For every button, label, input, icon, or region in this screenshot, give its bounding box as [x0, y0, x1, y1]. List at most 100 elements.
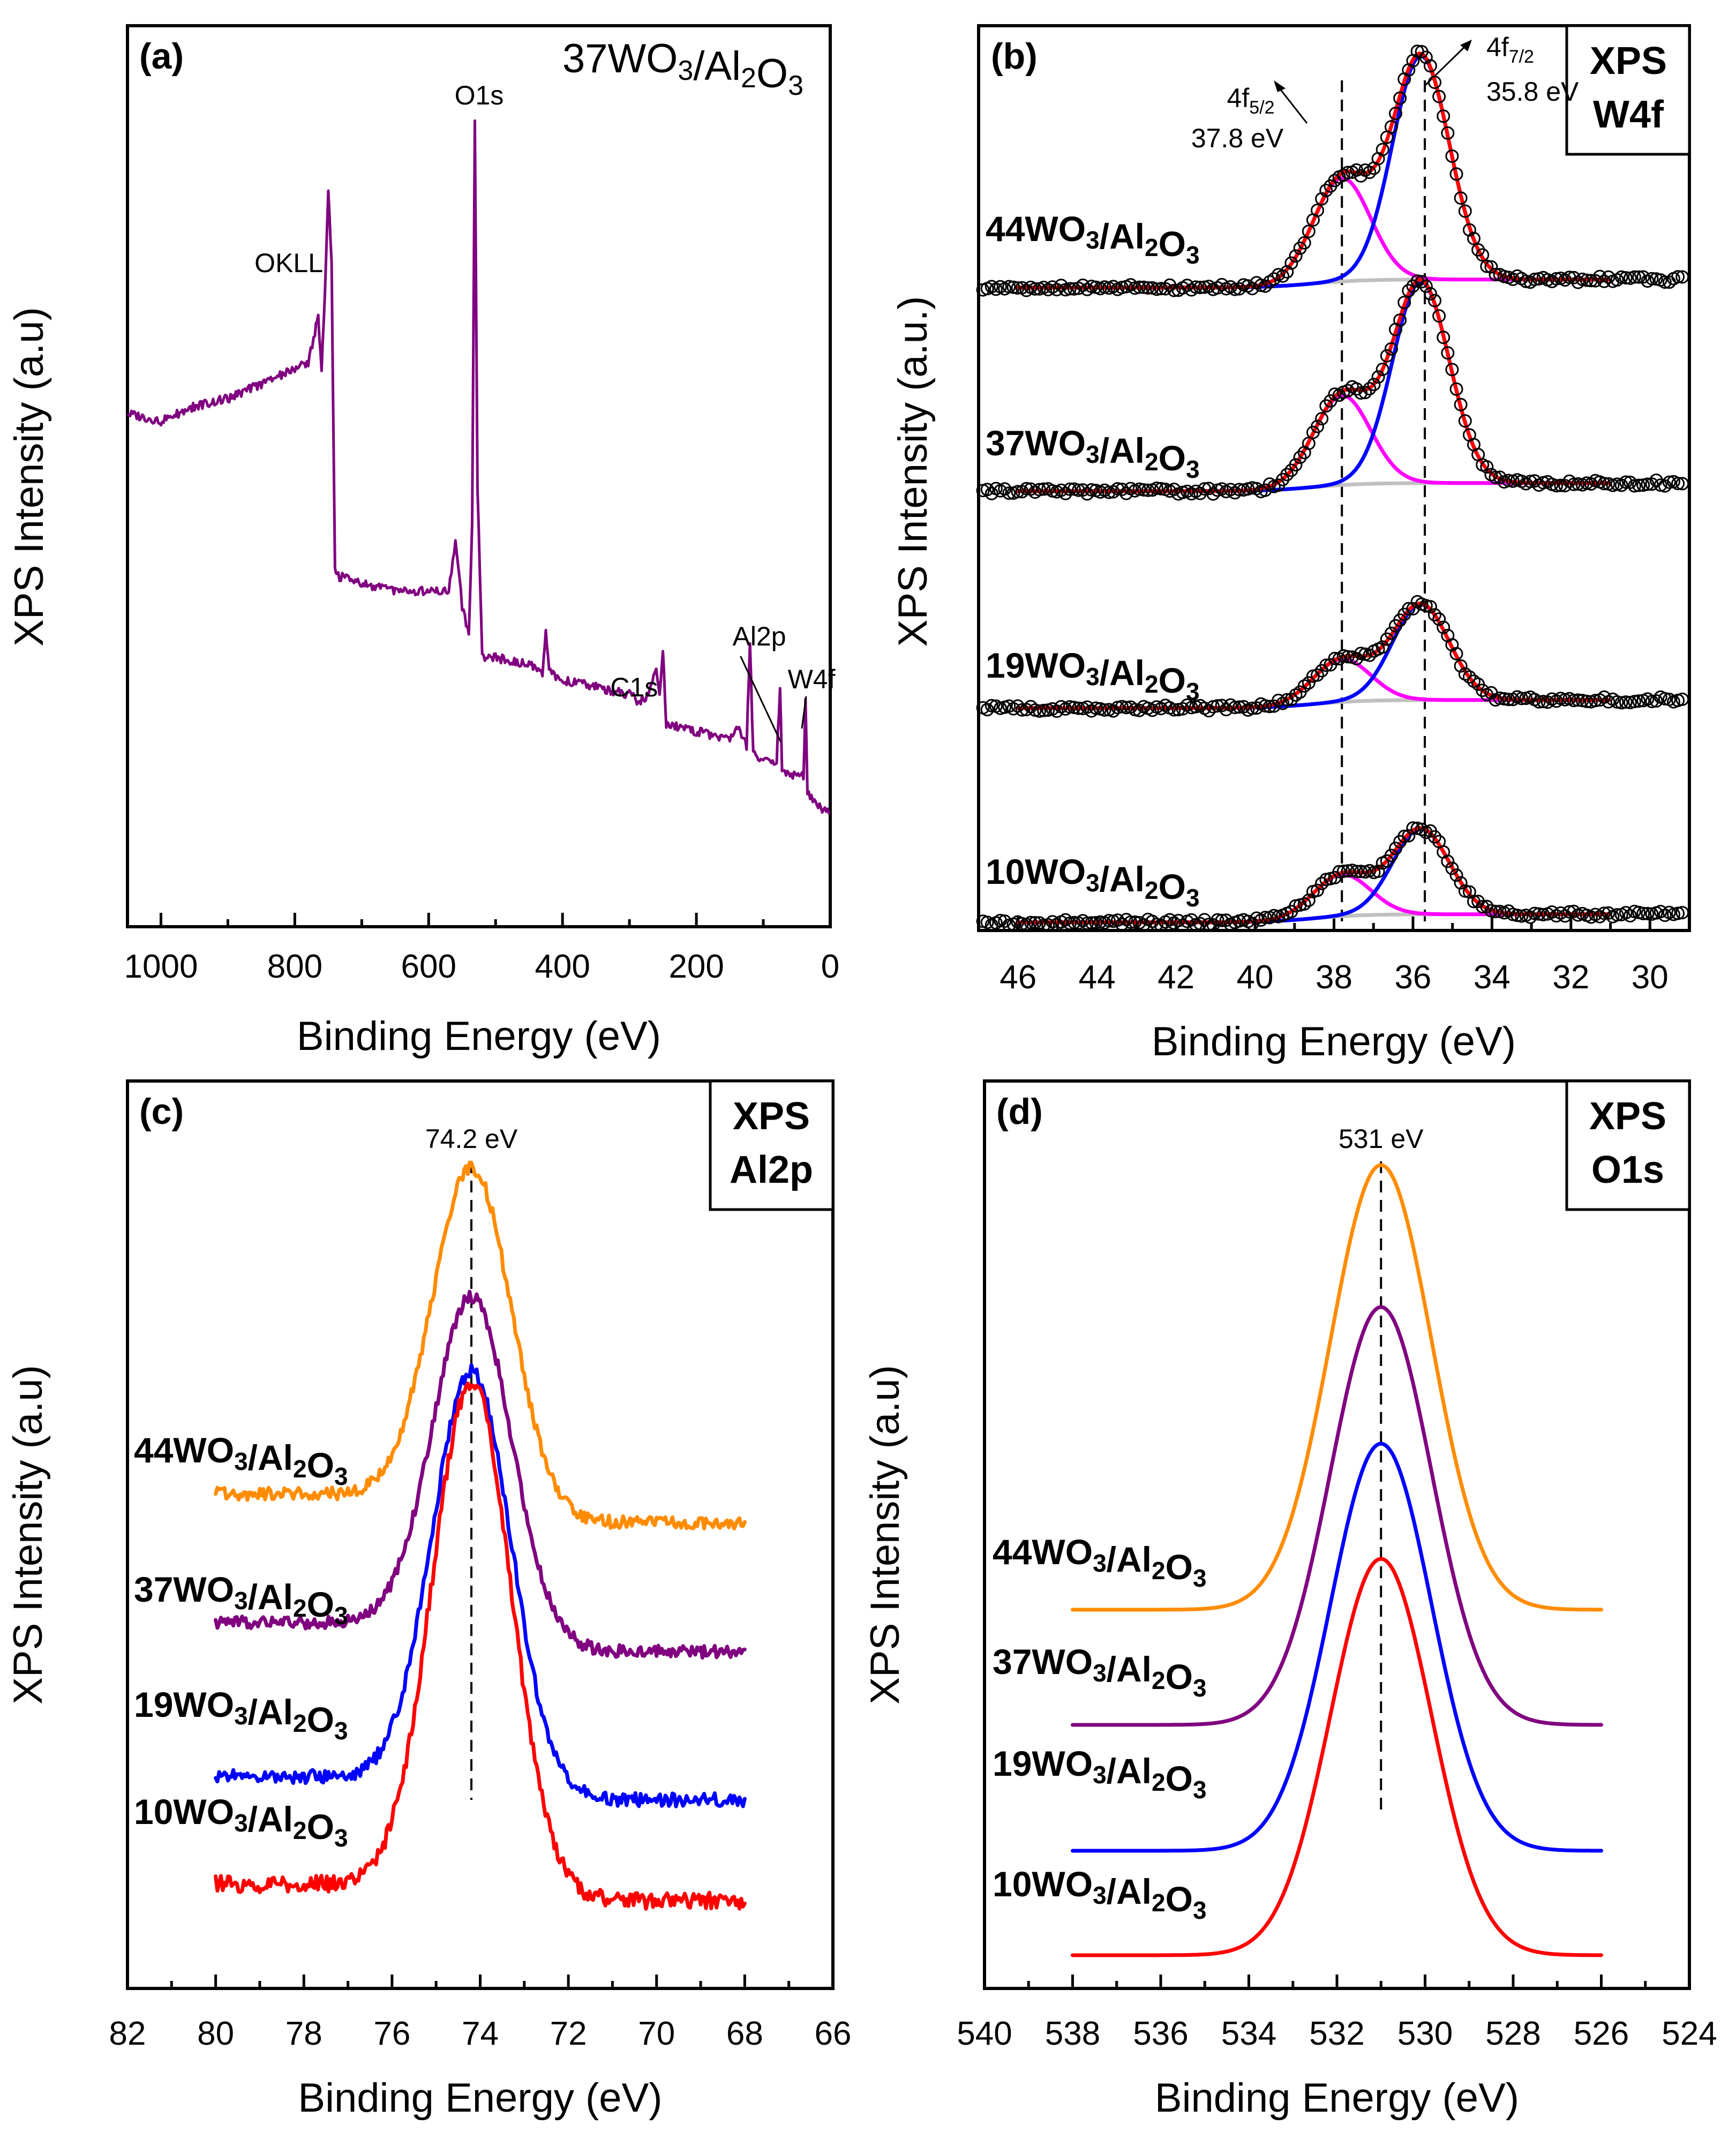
- w4f-data-point: [1454, 876, 1468, 890]
- w4f-data-point: [1011, 281, 1025, 295]
- w4f-data-point: [1228, 486, 1242, 500]
- panel-a-xlabel: Binding Energy (eV): [297, 1014, 661, 1059]
- w4f-data-point: [1311, 883, 1324, 897]
- w4f-data-point: [1180, 279, 1194, 292]
- w4f-data-point: [1658, 275, 1672, 289]
- w4f-data-point: [1163, 913, 1177, 927]
- w4f-data-point: [1437, 620, 1451, 634]
- annotation-4f72-arrow: [1424, 43, 1469, 87]
- w4f-data-point: [980, 703, 994, 717]
- panel-d-spectrum-line: [1071, 1557, 1603, 1957]
- w4f-data-point: [985, 699, 998, 712]
- panel-a-frame: [126, 24, 832, 928]
- w4f-data-point: [1171, 914, 1185, 927]
- w4f-data-point: [1558, 479, 1572, 493]
- w4f-data-point: [1536, 908, 1550, 921]
- w4f-data-point: [1645, 272, 1659, 286]
- panel-a-tick-label: 1000: [124, 948, 198, 985]
- panel-d-tick-label: 534: [1221, 2015, 1276, 2052]
- w4f-data-point: [1015, 703, 1029, 717]
- w4f-data-point: [1632, 478, 1646, 492]
- w4f-data-point: [1675, 270, 1689, 284]
- w4f-data-point: [1462, 223, 1476, 237]
- w4f-data-point: [1393, 91, 1407, 105]
- w4f-data-point: [1614, 696, 1628, 710]
- w4f-data-point: [1449, 647, 1463, 660]
- w4f-data-point: [1119, 701, 1133, 715]
- w4f-data-point: [1311, 204, 1324, 217]
- w4f-data-point: [1124, 278, 1138, 292]
- panel-b-box-line1: XPS: [1590, 40, 1667, 82]
- w4f-data-point: [1506, 272, 1520, 286]
- w4f-data-point: [1550, 479, 1564, 493]
- w4f-data-point: [1489, 267, 1502, 281]
- w4f-data-point: [1402, 829, 1416, 843]
- w4f-data-point: [1671, 270, 1685, 284]
- w4f-data-point: [1284, 256, 1298, 270]
- w4f-data-point: [1671, 906, 1685, 920]
- w4f-data-point: [1562, 905, 1576, 919]
- w4f-data-point: [1623, 475, 1637, 489]
- w4f-data-point: [1050, 283, 1064, 297]
- panel-d-tick-label: 530: [1397, 2015, 1453, 2052]
- w4f-data-point: [1237, 700, 1251, 714]
- w4f-data-point: [1662, 475, 1676, 489]
- w4f-data-point: [1341, 650, 1355, 664]
- w4f-data-point: [1258, 911, 1272, 925]
- w4f-data-point: [1085, 916, 1099, 930]
- panel-a-tick-label: 600: [401, 948, 456, 985]
- w4f-data-point: [1445, 149, 1459, 163]
- panel-d-sample-label: 19WO3/Al2O3: [993, 1744, 1207, 1804]
- annotation-4f52-label: 4f5/2: [1227, 83, 1275, 118]
- panel-c-sample-label: 19WO3/Al2O3: [134, 1685, 348, 1745]
- sample-label-37wo3-al2o3: 37WO3/Al2O3: [986, 423, 1200, 483]
- w4f-data-point: [1632, 270, 1646, 284]
- w4f-data-point: [1649, 694, 1663, 708]
- panel-d-box-line1: XPS: [1589, 1095, 1666, 1138]
- w4f-data-point: [1063, 482, 1077, 496]
- w4f-data-point: [1124, 915, 1138, 929]
- w4f-data-point: [1132, 703, 1146, 717]
- w4f-data-point: [1389, 842, 1402, 855]
- w4f-data-point: [1580, 694, 1594, 708]
- w4f-data-point: [1063, 282, 1077, 296]
- panel-b-tick-label: 34: [1474, 959, 1510, 996]
- w4f-data-point: [1054, 279, 1068, 292]
- panel-d-sample-label: 10WO3/Al2O3: [993, 1864, 1207, 1924]
- w4f-data-point: [1489, 905, 1502, 919]
- w4f-data-point: [1441, 346, 1455, 360]
- w4f-data-point: [1276, 269, 1290, 283]
- panel-a-title: 37WO3/Al2O3: [562, 36, 803, 101]
- panel-d-tick-label: 524: [1662, 2015, 1717, 2052]
- w4f-data-point: [1258, 699, 1272, 713]
- w4f-data-point: [1384, 120, 1398, 134]
- peak-label-w4f: W4f: [788, 664, 836, 694]
- w4f-data-point: [1211, 913, 1224, 927]
- w4f-data-point: [1093, 915, 1107, 929]
- w4f-data-point: [1476, 684, 1490, 697]
- w4f-data-point: [1276, 696, 1290, 710]
- peak-label-okll: OKLL: [254, 248, 323, 278]
- w4f-data-point: [1289, 249, 1303, 263]
- w4f-data-point: [1115, 483, 1129, 496]
- w4f-data-point: [1376, 640, 1389, 654]
- w4f-data-point: [1562, 474, 1576, 488]
- panel-b-box-line2: W4f: [1593, 93, 1664, 136]
- panel-c-spectrum-line: [214, 1382, 747, 1911]
- w4f-data-point: [1445, 861, 1459, 875]
- w4f-data-point: [1476, 248, 1490, 262]
- w4f-data-point: [1002, 280, 1016, 294]
- panel-b-tick-label: 46: [999, 959, 1036, 996]
- panel-c-sample-label: 37WO3/Al2O3: [134, 1570, 348, 1630]
- w4f-data-point: [1115, 917, 1129, 931]
- w4f-data-point: [1619, 271, 1633, 285]
- w4f-data-point: [1628, 270, 1641, 284]
- w4f-data-point: [1550, 272, 1564, 286]
- w4f-data-point: [1072, 701, 1085, 715]
- w4f-data-point: [1528, 906, 1542, 920]
- w4f-data-point: [1380, 349, 1394, 363]
- panel-a-ylabel: XPS Intensity (a.u): [6, 307, 52, 647]
- panel-c-spectrum-line: [214, 1160, 747, 1530]
- panel-d-box: [1565, 1079, 1691, 1211]
- panel-c-al2p: 82 80 78 76 74 72 70 68 66 (c) XPS Al2p 74.2 eV 44WO3…: [5, 1079, 851, 2121]
